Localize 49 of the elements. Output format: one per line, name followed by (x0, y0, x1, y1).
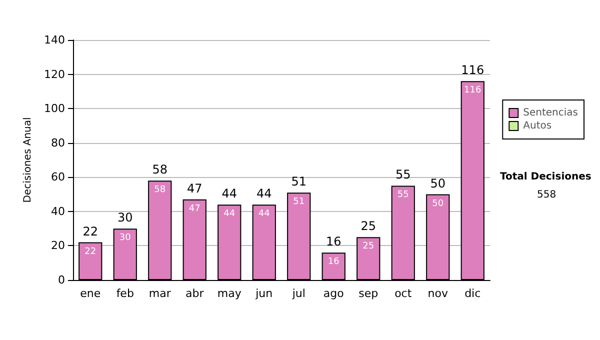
y-axis-title: Decisiones Anual (22, 117, 34, 203)
data-label: 58 (154, 185, 166, 196)
x-tick-label: may (217, 287, 242, 300)
data-label: 30 (119, 233, 132, 244)
x-tick-label: mar (148, 287, 172, 300)
data-label: 116 (464, 86, 482, 96)
x-tick-label: oct (394, 287, 412, 300)
total-label: 16 (326, 234, 342, 249)
total-label: 58 (152, 162, 168, 177)
y-tick-label: 40 (51, 204, 65, 218)
x-tick-label: ago (323, 287, 344, 300)
data-label: 55 (397, 190, 409, 200)
y-tick-label: 80 (51, 136, 65, 150)
total-label: 51 (291, 174, 307, 189)
total-label: 44 (222, 186, 238, 201)
total-label: 50 (430, 176, 446, 190)
data-label: 47 (188, 204, 200, 214)
total-label: 22 (82, 224, 98, 238)
total-label: 30 (117, 210, 133, 225)
total-label: 25 (360, 219, 376, 234)
x-tick-label: nov (428, 287, 448, 300)
y-tick-label: 20 (51, 239, 65, 252)
data-label: 44 (258, 209, 270, 220)
data-label: 25 (362, 242, 374, 252)
y-tick-label: 140 (44, 34, 65, 46)
data-label: 51 (293, 197, 305, 208)
x-tick-label: jun (254, 287, 273, 300)
legend-label: Autos (523, 120, 552, 132)
x-tick-label: jul (291, 287, 306, 300)
total-label: 116 (461, 63, 484, 78)
total-label: 55 (395, 168, 411, 182)
data-label: 22 (84, 246, 96, 257)
x-tick-label: dic (464, 287, 481, 300)
text: 558 (537, 190, 556, 200)
y-tick-label: 60 (51, 170, 65, 184)
total-label: 44 (256, 186, 272, 201)
data-label: 50 (432, 198, 444, 209)
x-tick-label: sep (358, 287, 378, 300)
legend-label: Sentencias (523, 108, 578, 118)
x-tick-label: feb (116, 287, 134, 300)
total-label: 47 (186, 181, 202, 196)
y-tick-label: 120 (44, 68, 65, 81)
y-tick-label: 100 (44, 102, 65, 116)
y-tick-label: 0 (58, 274, 65, 286)
text: Total Decisiones (500, 172, 592, 182)
x-tick-label: ene (80, 287, 101, 300)
x-tick-label: abr (186, 287, 204, 300)
data-label: 44 (224, 209, 236, 220)
data-label: 16 (328, 257, 340, 268)
